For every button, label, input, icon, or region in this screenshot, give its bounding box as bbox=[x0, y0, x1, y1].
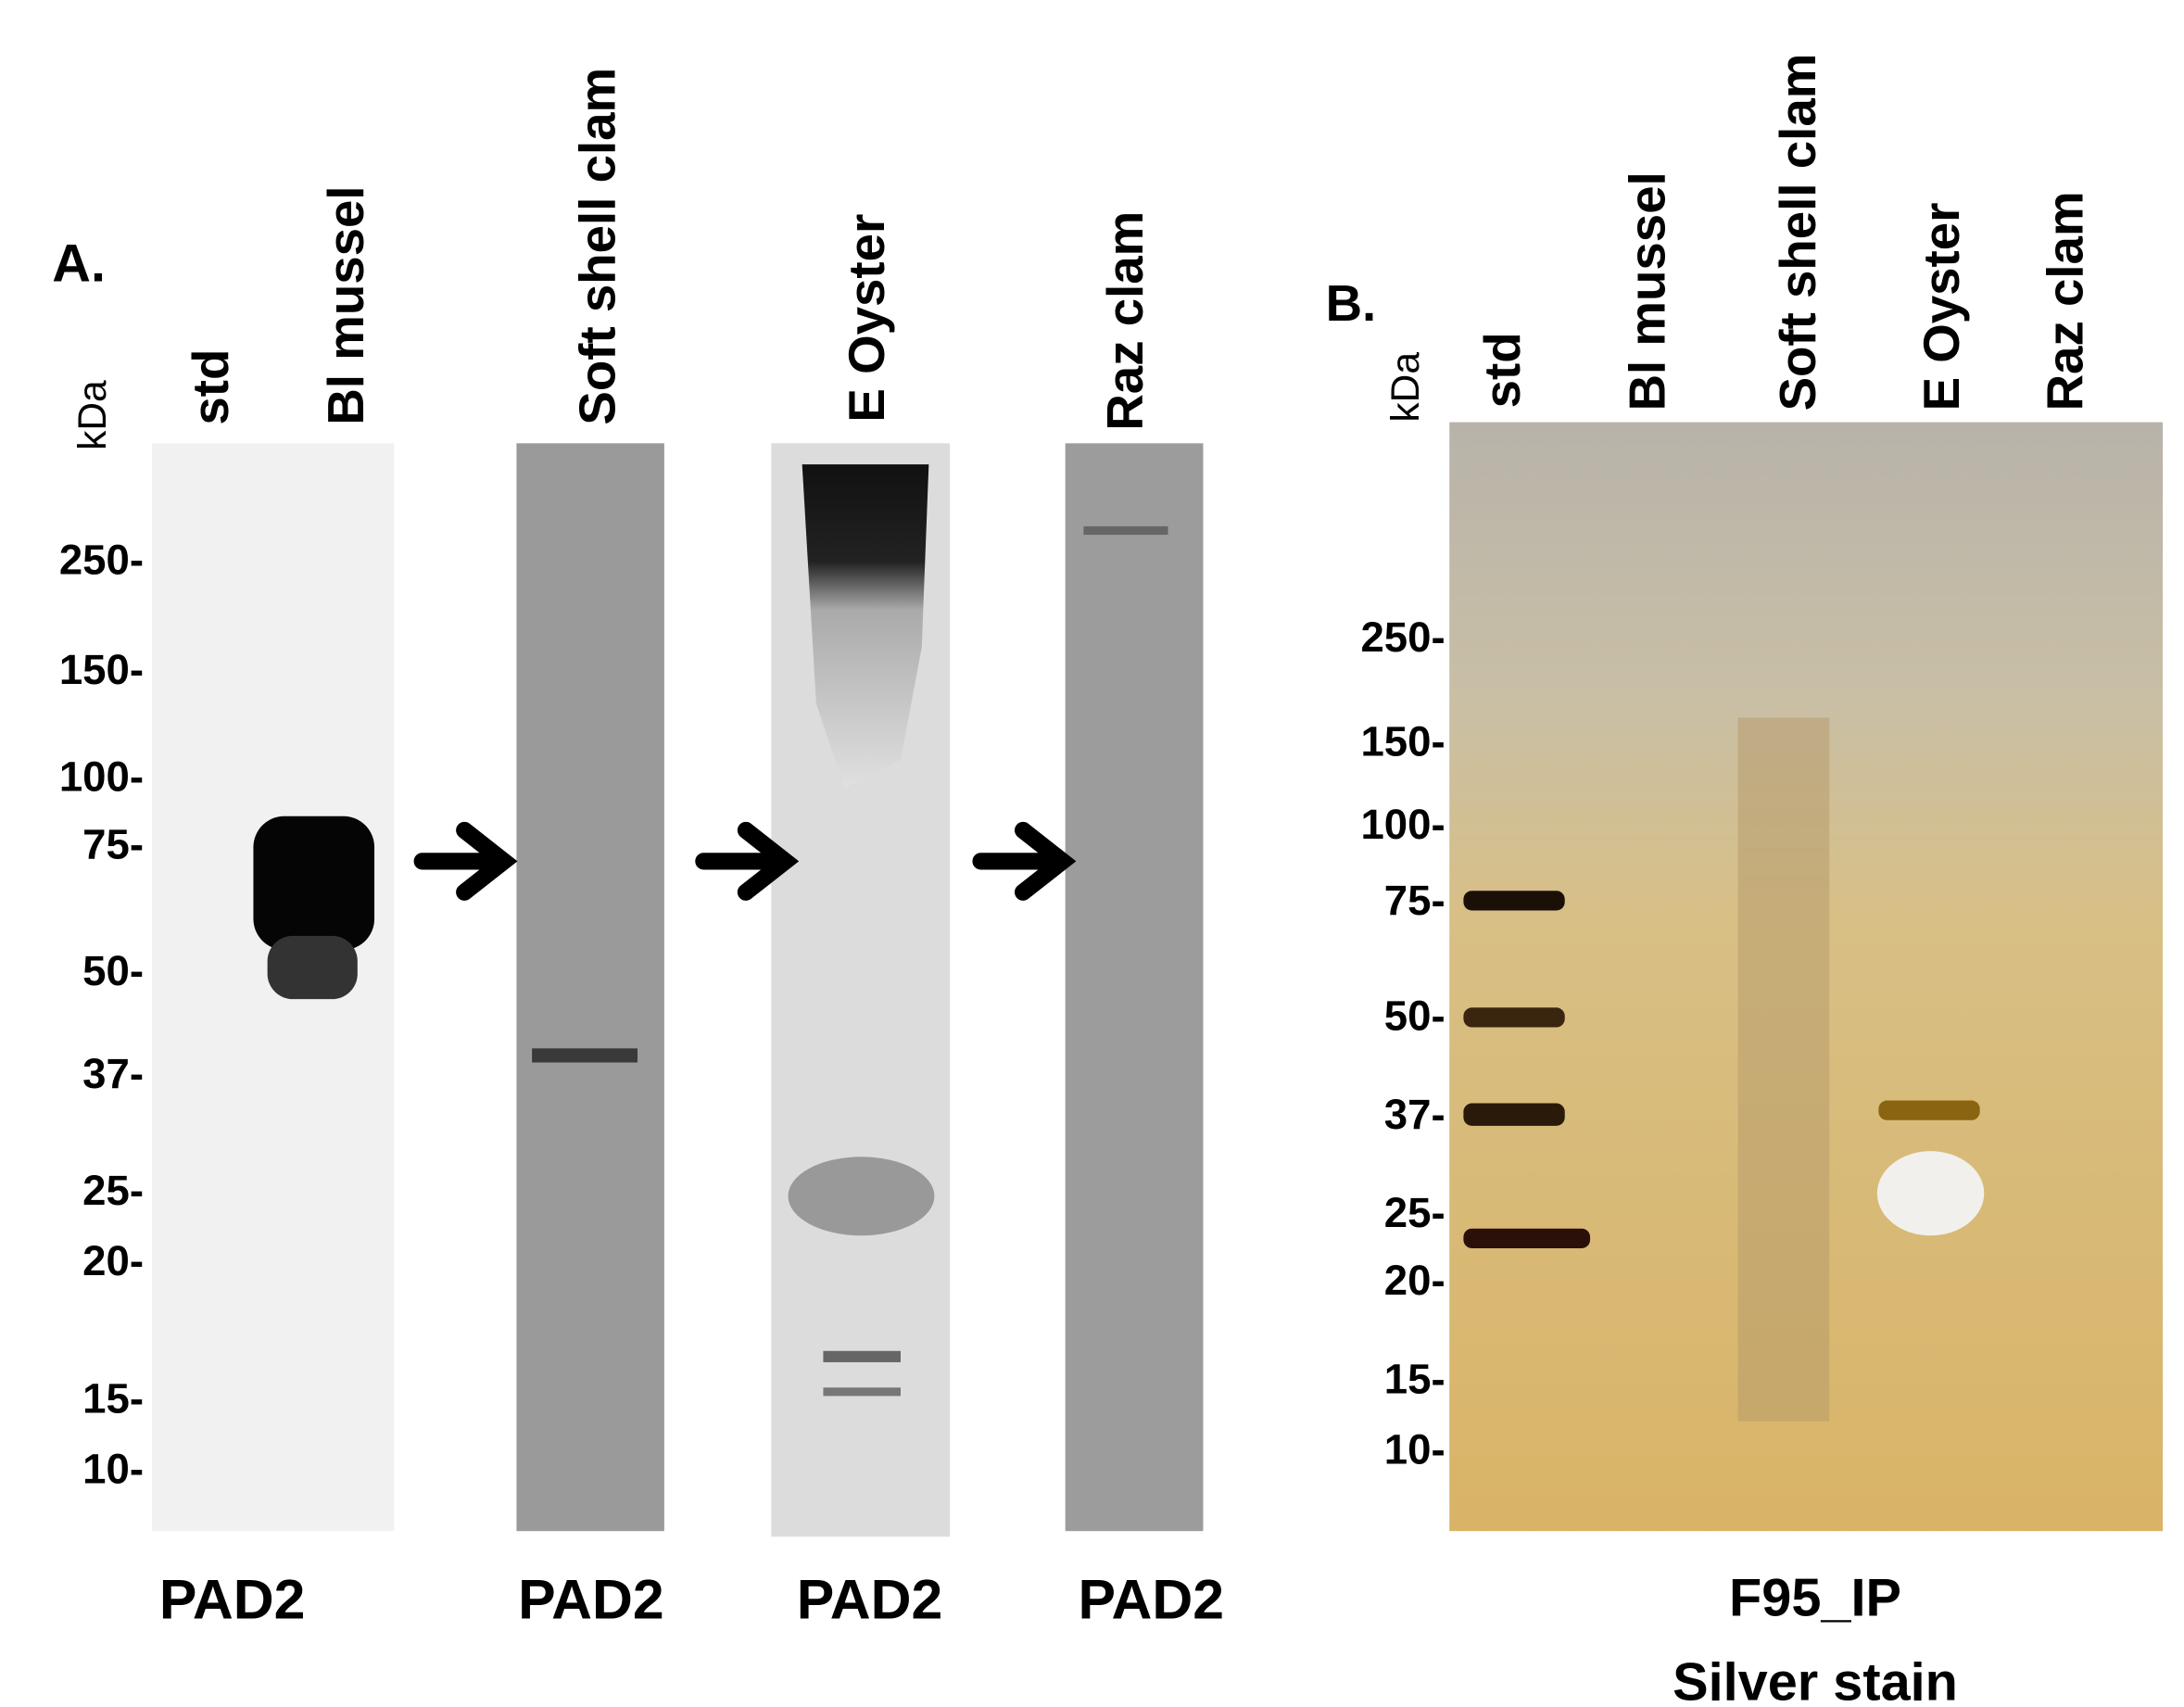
marker-label: 15- bbox=[1384, 1355, 1445, 1402]
caption: PAD2 bbox=[518, 1567, 664, 1630]
marker-label: 37- bbox=[82, 1050, 144, 1097]
marker-label: 250- bbox=[1360, 613, 1445, 661]
arrow bbox=[695, 821, 800, 901]
marker-label: 15- bbox=[82, 1375, 144, 1422]
lane-label: Bl mussel bbox=[1620, 171, 1676, 411]
marker-label: 50- bbox=[82, 947, 144, 994]
band bbox=[1463, 1103, 1565, 1126]
arrows bbox=[413, 821, 1077, 901]
marker-label: 50- bbox=[1384, 993, 1445, 1040]
band bbox=[1878, 1100, 1980, 1120]
marker-label: 10- bbox=[1384, 1425, 1445, 1473]
marker-label: 150- bbox=[1360, 717, 1445, 765]
lane-label: Raz clam bbox=[2038, 191, 2094, 411]
caption: PAD2 bbox=[159, 1567, 306, 1630]
unit-label: kDa bbox=[71, 380, 115, 450]
marker-label: 20- bbox=[1384, 1257, 1445, 1304]
blot bbox=[516, 443, 664, 1532]
lane-label: Bl mussel bbox=[318, 185, 374, 424]
lane-label: E Oyster bbox=[839, 214, 895, 423]
band bbox=[1463, 1007, 1565, 1028]
marker-label: 10- bbox=[82, 1446, 144, 1493]
marker-label: 100- bbox=[59, 752, 144, 800]
blots-a bbox=[152, 443, 1204, 1537]
smear bbox=[1737, 717, 1830, 1422]
marker-label: 37- bbox=[1384, 1091, 1445, 1138]
caption: PAD2 bbox=[797, 1567, 943, 1630]
marker-label: 150- bbox=[59, 646, 144, 693]
unit-label: kDa bbox=[1384, 352, 1428, 423]
band bbox=[1463, 1228, 1591, 1248]
marker-label: 25- bbox=[1384, 1189, 1445, 1236]
band bbox=[1463, 891, 1565, 911]
panel-label: B. bbox=[1326, 275, 1377, 332]
arrow bbox=[972, 821, 1077, 901]
band bbox=[267, 935, 358, 1000]
lane-label: E Oyster bbox=[1913, 203, 1970, 411]
lane-label: std bbox=[183, 349, 239, 425]
marker-label: 20- bbox=[82, 1237, 144, 1284]
gel-b bbox=[1449, 422, 2164, 1532]
lane-label: Soft shell clam bbox=[570, 68, 626, 425]
marker-label: 75- bbox=[1384, 877, 1445, 924]
marker-label: 75- bbox=[82, 820, 144, 867]
blot bbox=[1065, 443, 1204, 1532]
band bbox=[532, 1048, 638, 1063]
lane-label: std bbox=[1474, 332, 1531, 408]
band bbox=[253, 816, 375, 951]
panel-label: A. bbox=[52, 234, 106, 294]
marker-label: 250- bbox=[59, 537, 144, 584]
band bbox=[788, 1157, 935, 1236]
caption: F95_IP bbox=[1729, 1568, 1901, 1627]
band bbox=[823, 1387, 901, 1397]
caption: Silver stain bbox=[1673, 1652, 1958, 1707]
spot bbox=[1876, 1151, 1985, 1236]
caption: PAD2 bbox=[1079, 1567, 1225, 1630]
band bbox=[1083, 525, 1168, 536]
marker-label: 100- bbox=[1360, 801, 1445, 848]
smear bbox=[802, 464, 929, 789]
arrow bbox=[413, 821, 518, 901]
band bbox=[823, 1350, 901, 1362]
marker-label: 25- bbox=[82, 1167, 144, 1214]
lane-label: Raz clam bbox=[1097, 211, 1154, 431]
lane-label: Soft shell clam bbox=[1770, 54, 1826, 411]
